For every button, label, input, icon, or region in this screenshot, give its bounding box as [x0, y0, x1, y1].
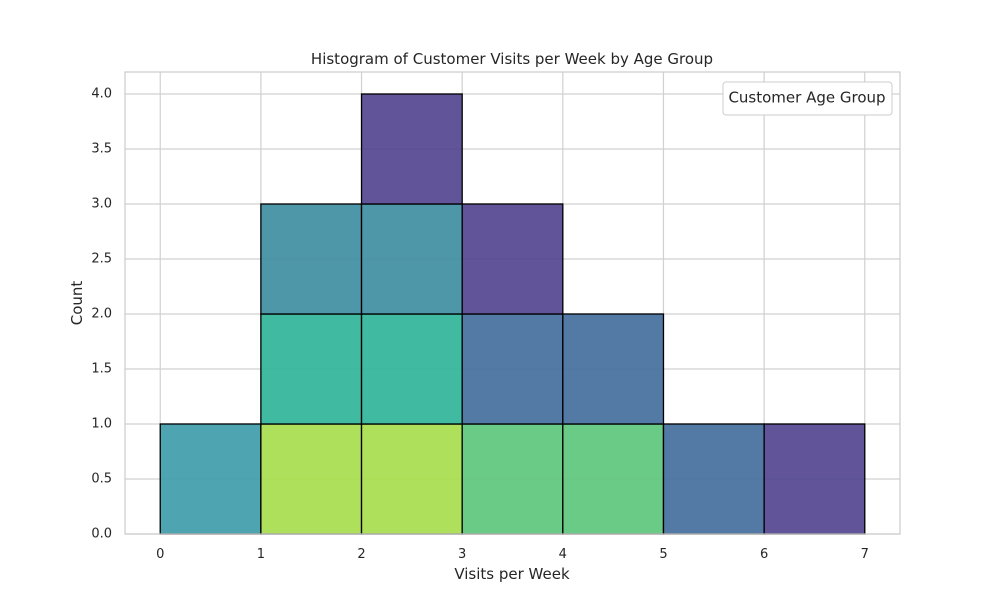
histogram-bar-segment [159, 423, 262, 535]
chart-title: Histogram of Customer Visits per Week by… [311, 50, 713, 68]
histogram-bar-segment [360, 423, 463, 535]
histogram-bar-segment [260, 423, 363, 535]
legend-title: Customer Age Group [728, 89, 885, 107]
x-axis-label: Visits per Week [454, 565, 570, 583]
x-tick-labels: 0 1 2 3 4 5 6 7 [156, 547, 869, 562]
plot-frame [124, 71, 901, 535]
y-axis-label: Count [68, 281, 86, 326]
x-tick-label: 7 [861, 547, 869, 562]
histogram-bar-segment [763, 423, 866, 535]
y-tick-label: 4.0 [91, 87, 112, 102]
bars-layer [159, 93, 866, 535]
x-tick-label: 5 [659, 547, 667, 562]
x-tick-label: 1 [257, 547, 265, 562]
histogram-bar-segment [461, 203, 564, 315]
y-tick-label: 3.5 [91, 142, 112, 157]
x-tick-label: 4 [559, 547, 567, 562]
histogram-bar-segment [360, 313, 463, 425]
x-tick-label: 6 [760, 547, 768, 562]
histogram-bar-segment [461, 313, 564, 425]
histogram-bar-segment [360, 93, 463, 205]
legend-box [722, 81, 893, 116]
y-tick-label: 3.0 [91, 197, 112, 212]
y-tick-label: 2.5 [91, 252, 112, 267]
x-tick-label: 2 [357, 547, 365, 562]
y-tick-label: 0.5 [91, 472, 112, 487]
histogram-bar-segment [260, 203, 363, 315]
y-tick-label: 2.0 [91, 307, 112, 322]
histogram-bar-segment [562, 423, 665, 535]
histogram-bar-segment [562, 313, 665, 425]
histogram-bar-segment [360, 203, 463, 315]
histogram-bar-segment [662, 423, 765, 535]
y-tick-label: 1.0 [91, 417, 112, 432]
x-tick-label: 3 [458, 547, 466, 562]
y-tick-label: 1.5 [91, 362, 112, 377]
y-tick-labels: 0.0 0.5 1.0 1.5 2.0 2.5 3.0 3.5 4.0 [91, 87, 112, 542]
legend: Customer Age Group [722, 81, 893, 116]
x-tick-label: 0 [156, 547, 164, 562]
histogram-bar-segment [260, 313, 363, 425]
y-tick-label: 0.0 [91, 527, 112, 542]
histogram-bar-segment [461, 423, 564, 535]
